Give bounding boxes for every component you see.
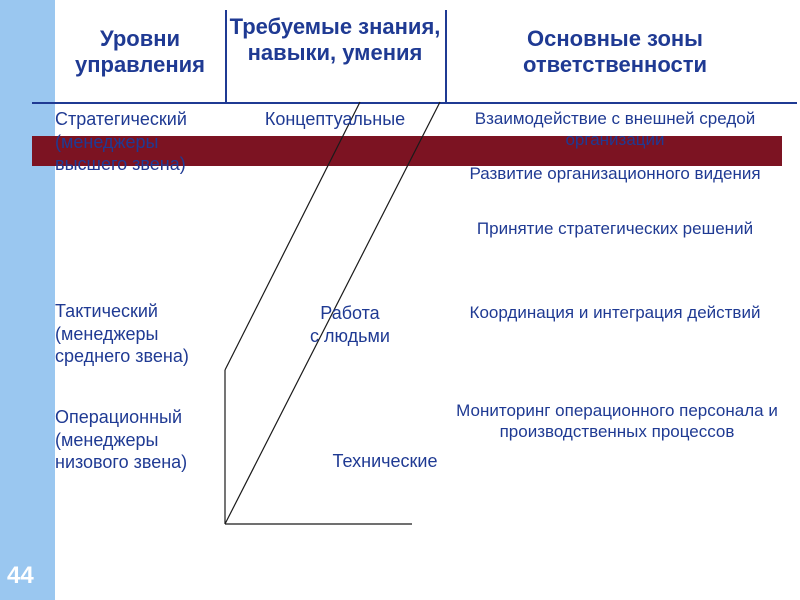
skill-1: Работа с людьми [280, 302, 420, 347]
header-vline-0 [225, 10, 227, 102]
skill-2: Технические [310, 450, 460, 473]
page-number: 44 [7, 562, 34, 590]
level-1: Тактический (менеджеры среднего звена) [55, 300, 215, 368]
column-header-col2: Требуемые знания, навыки, умения [225, 14, 445, 66]
left-sidebar [0, 0, 55, 600]
column-header-col3: Основные зоны ответственности [445, 26, 785, 78]
column-header-col1: Уровни управления [55, 26, 225, 78]
header-vline-1 [445, 10, 447, 102]
resp-0-2: Принятие стратегических решений [450, 218, 780, 239]
resp-1-0: Координация и интеграция действий [450, 302, 780, 323]
level-0: Стратегический (менеджеры высшего звена) [55, 108, 215, 176]
level-2: Операционный (менеджеры низового звена) [55, 406, 215, 474]
resp-2-0: Мониторинг операционного персонала и про… [444, 400, 790, 443]
resp-0-0: Взаимодействие с внешней средой организа… [450, 108, 780, 151]
skill-0: Концептуальные [225, 108, 445, 131]
resp-0-1: Развитие организационного видения [450, 163, 780, 184]
header-hline [32, 102, 797, 104]
